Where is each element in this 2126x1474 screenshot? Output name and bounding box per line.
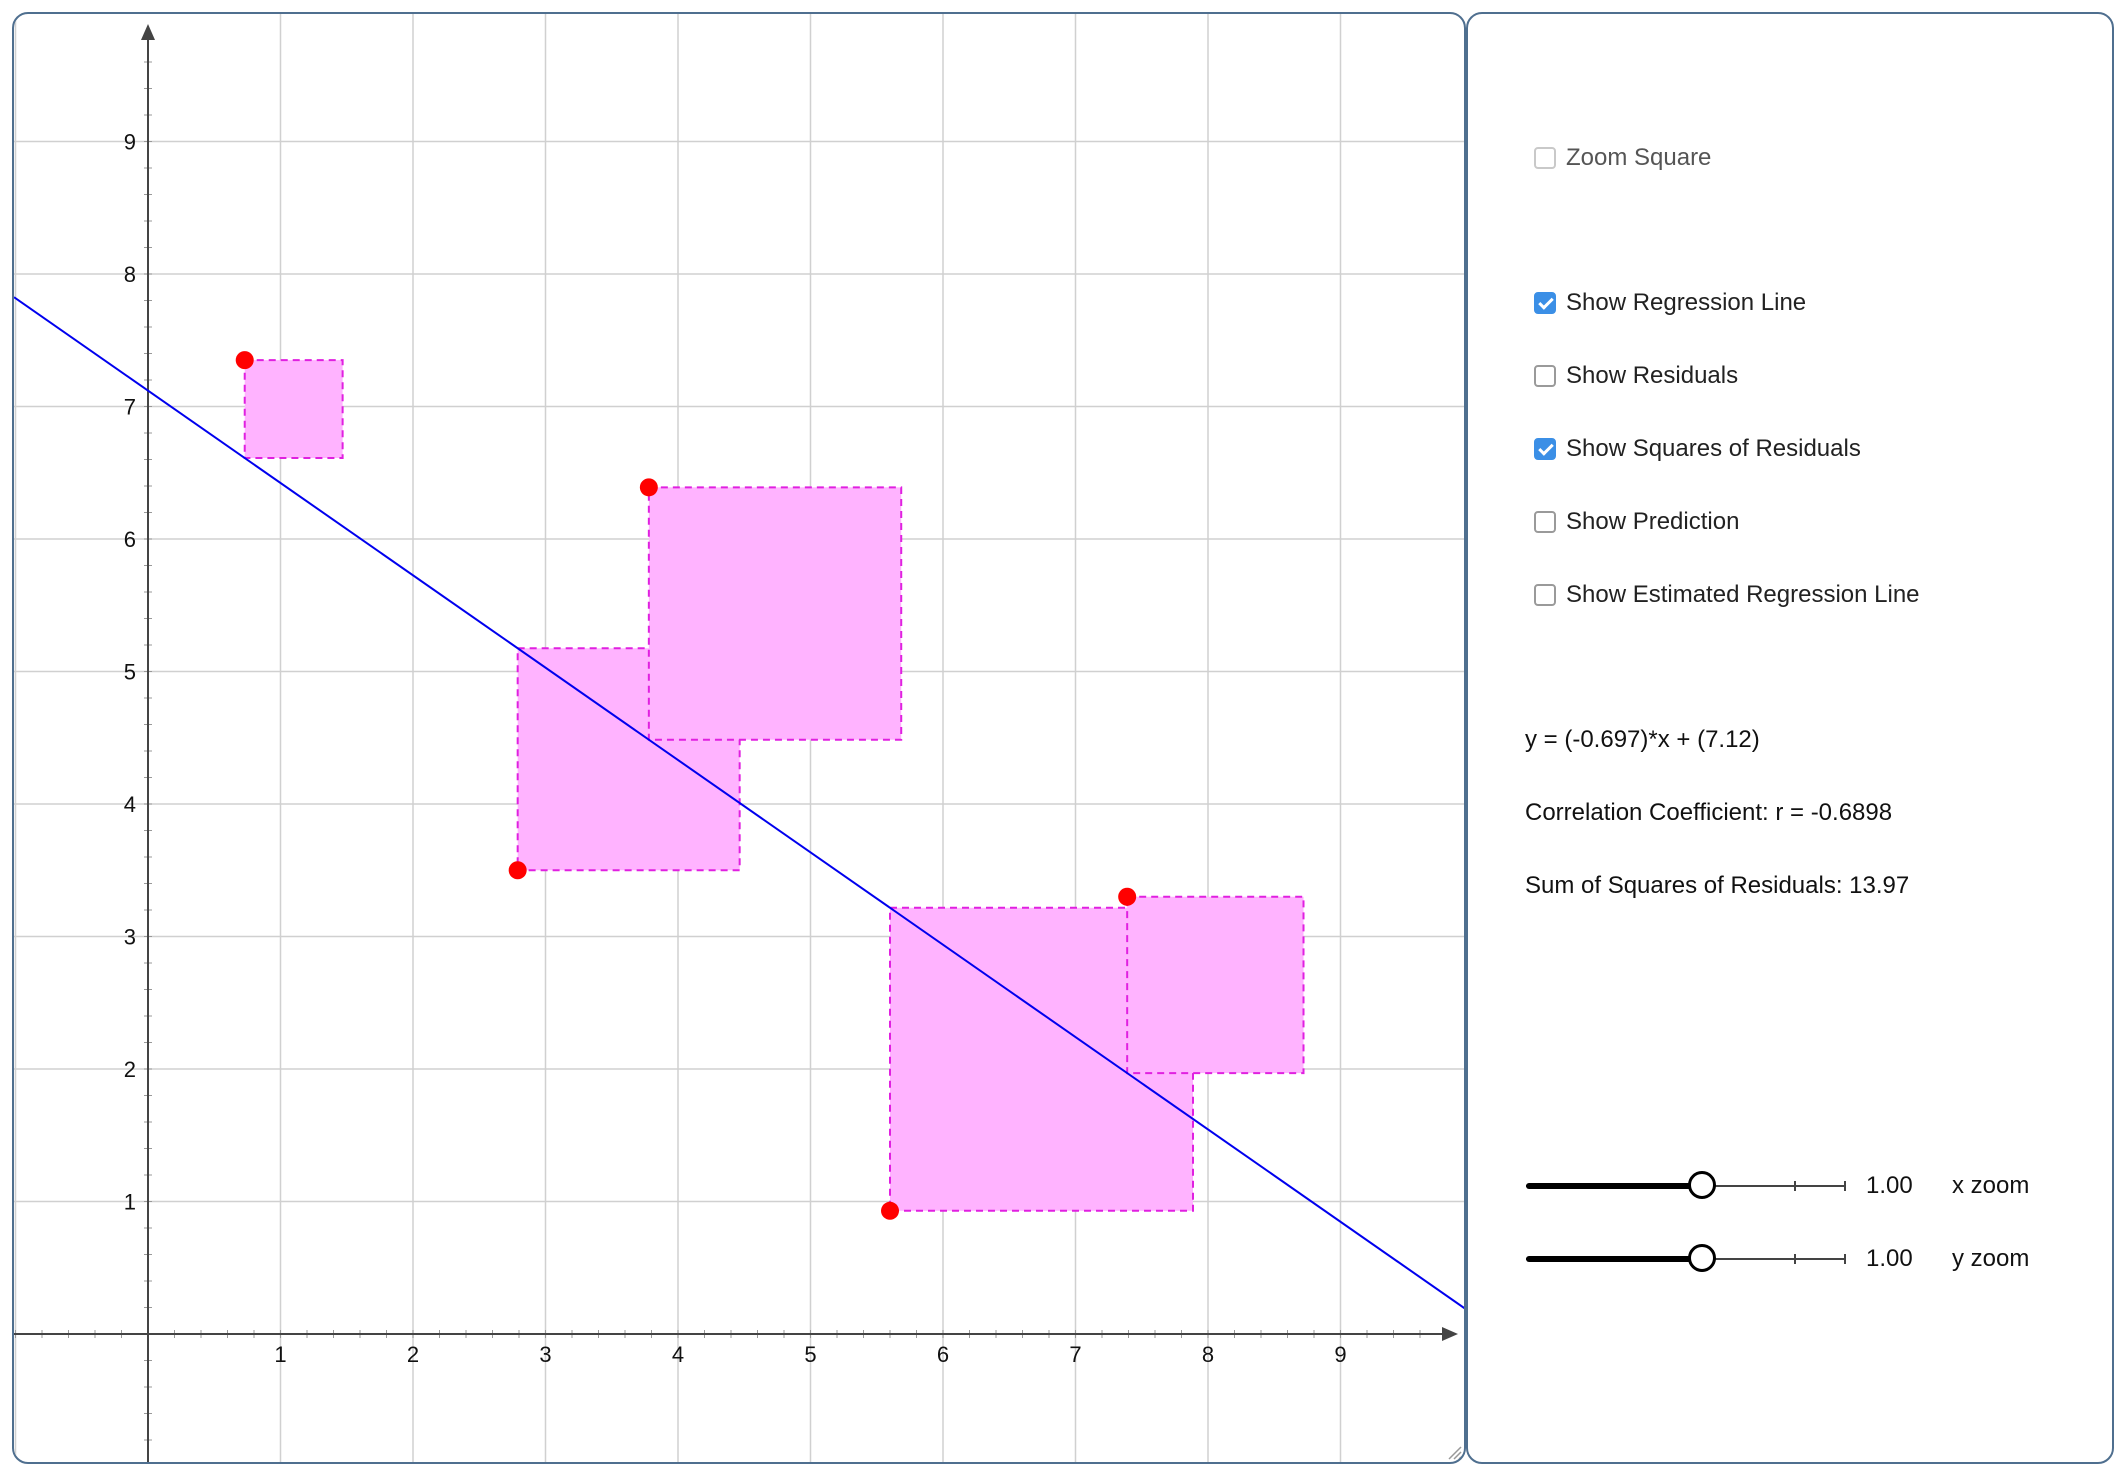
show-estimated-regression-line-label: Show Estimated Regression Line <box>1566 581 1920 608</box>
y-tick-label: 8 <box>124 262 136 287</box>
y-tick-label: 5 <box>124 660 136 685</box>
y-tick-label: 3 <box>124 925 136 950</box>
regression-line <box>14 296 1464 1310</box>
show-residuals-label: Show Residuals <box>1566 362 1739 389</box>
x-tick-label: 8 <box>1202 1342 1214 1367</box>
y-axis-arrow-icon <box>141 24 155 40</box>
data-point[interactable] <box>508 861 527 880</box>
x-tick-label: 7 <box>1069 1342 1081 1367</box>
x-axis-arrow-icon <box>1442 1327 1458 1341</box>
x-tick-label: 9 <box>1334 1342 1346 1367</box>
show-regression-line-checkbox[interactable] <box>1534 292 1556 314</box>
show-squares-of-residuals-label: Show Squares of Residuals <box>1566 435 1861 462</box>
show-regression-line-row[interactable]: Show Regression Line <box>1534 289 1806 317</box>
x-tick-label: 3 <box>539 1342 551 1367</box>
y-tick-label: 7 <box>124 395 136 420</box>
show-regression-line-label: Show Regression Line <box>1566 289 1807 316</box>
y-tick-label: 4 <box>124 792 136 817</box>
x-zoom-slider[interactable] <box>1526 1167 1846 1207</box>
x-tick-label: 4 <box>672 1342 684 1367</box>
y-tick-label: 9 <box>124 130 136 155</box>
resize-grip-icon[interactable] <box>1446 1444 1462 1460</box>
show-prediction-checkbox[interactable] <box>1534 511 1556 533</box>
y-tick-label: 1 <box>124 1190 136 1215</box>
x-zoom-label: x zoom <box>1952 1172 2030 1199</box>
y-zoom-label: y zoom <box>1952 1245 2030 1272</box>
data-point[interactable] <box>881 1201 899 1220</box>
y-zoom-slider-handle[interactable] <box>1688 1244 1716 1272</box>
x-tick-label: 6 <box>937 1342 949 1367</box>
correlation-coefficient: Correlation Coefficient: r = -0.6898 <box>1525 799 1893 826</box>
show-residuals-row[interactable]: Show Residuals <box>1534 362 1738 390</box>
residual-square <box>243 359 344 460</box>
y-tick-label: 2 <box>124 1057 136 1082</box>
sum-of-squares: Sum of Squares of Residuals: 13.97 <box>1525 872 1910 899</box>
data-point[interactable] <box>639 478 658 497</box>
regression-equation: y = (-0.697)*x + (7.12) <box>1525 726 1760 753</box>
residual-square <box>647 486 903 741</box>
graph-canvas[interactable]: 1 2 3 4 5 6 7 8 9 1 2 3 4 5 6 7 8 9 <box>14 14 1466 1464</box>
data-point[interactable] <box>1118 887 1137 906</box>
y-tick-label: 6 <box>124 527 136 552</box>
show-residuals-checkbox[interactable] <box>1534 365 1556 387</box>
x-tick-label: 2 <box>407 1342 419 1367</box>
y-zoom-slider[interactable] <box>1526 1240 1846 1280</box>
show-prediction-row[interactable]: Show Prediction <box>1534 508 1739 536</box>
zoom-square-checkbox[interactable] <box>1534 147 1556 169</box>
x-tick-label: 1 <box>274 1342 286 1367</box>
x-zoom-value: 1.00 <box>1866 1172 1913 1199</box>
residual-square <box>1126 895 1305 1075</box>
show-prediction-label: Show Prediction <box>1566 508 1740 535</box>
graph-panel[interactable]: 1 2 3 4 5 6 7 8 9 1 2 3 4 5 6 7 8 9 <box>12 12 1466 1464</box>
x-zoom-slider-handle[interactable] <box>1688 1171 1716 1199</box>
zoom-square-checkbox-row[interactable]: Zoom Square <box>1534 144 1711 172</box>
show-squares-of-residuals-checkbox[interactable] <box>1534 438 1556 460</box>
x-tick-label: 5 <box>804 1342 816 1367</box>
show-estimated-regression-line-row[interactable]: Show Estimated Regression Line <box>1534 581 1920 609</box>
y-zoom-value: 1.00 <box>1866 1245 1913 1272</box>
control-panel: Zoom Square Show Regression Line Show Re… <box>1466 12 2114 1464</box>
show-squares-of-residuals-row[interactable]: Show Squares of Residuals <box>1534 435 1861 463</box>
show-estimated-regression-line-checkbox[interactable] <box>1534 584 1556 606</box>
zoom-square-label: Zoom Square <box>1566 144 1712 171</box>
data-point[interactable] <box>235 351 254 370</box>
